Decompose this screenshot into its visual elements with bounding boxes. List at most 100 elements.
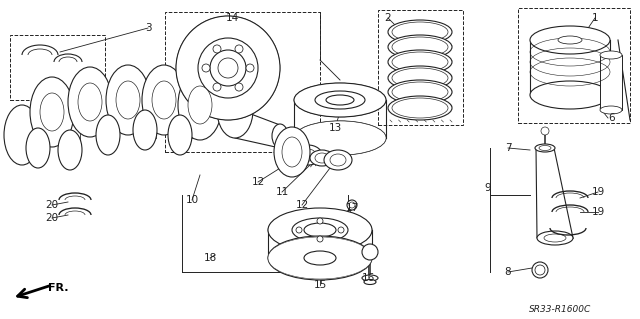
Ellipse shape xyxy=(285,216,355,244)
Text: 19: 19 xyxy=(591,187,605,197)
Ellipse shape xyxy=(282,137,302,167)
Text: 10: 10 xyxy=(186,195,198,205)
Circle shape xyxy=(186,26,270,110)
Ellipse shape xyxy=(142,65,186,135)
Text: 11: 11 xyxy=(275,187,289,197)
Circle shape xyxy=(213,83,221,91)
Ellipse shape xyxy=(392,98,448,118)
Circle shape xyxy=(202,64,210,72)
Ellipse shape xyxy=(116,81,140,119)
Ellipse shape xyxy=(133,110,157,150)
Ellipse shape xyxy=(217,82,253,138)
Circle shape xyxy=(213,45,221,53)
Ellipse shape xyxy=(296,122,383,154)
Ellipse shape xyxy=(392,82,448,102)
Ellipse shape xyxy=(296,84,383,116)
Ellipse shape xyxy=(313,90,367,110)
Bar xyxy=(518,8,630,123)
Polygon shape xyxy=(98,100,118,140)
Ellipse shape xyxy=(304,223,336,237)
Ellipse shape xyxy=(287,217,353,243)
Bar xyxy=(10,35,105,100)
Text: SR33-R1600C: SR33-R1600C xyxy=(529,306,591,315)
Ellipse shape xyxy=(306,125,374,151)
Ellipse shape xyxy=(284,243,356,273)
Ellipse shape xyxy=(388,35,452,59)
Circle shape xyxy=(210,50,246,86)
Ellipse shape xyxy=(294,145,322,165)
Ellipse shape xyxy=(275,211,365,249)
Ellipse shape xyxy=(26,128,50,168)
Ellipse shape xyxy=(600,106,622,114)
Ellipse shape xyxy=(268,237,372,279)
Ellipse shape xyxy=(310,89,370,111)
Circle shape xyxy=(541,127,549,135)
Ellipse shape xyxy=(388,66,452,90)
Circle shape xyxy=(196,36,260,100)
Text: 20: 20 xyxy=(45,213,59,223)
Ellipse shape xyxy=(530,26,610,54)
Circle shape xyxy=(192,32,264,104)
Ellipse shape xyxy=(303,87,377,113)
Circle shape xyxy=(235,45,243,53)
Ellipse shape xyxy=(388,96,452,120)
Circle shape xyxy=(198,38,258,98)
Ellipse shape xyxy=(292,219,348,241)
Ellipse shape xyxy=(535,144,555,152)
Text: 1: 1 xyxy=(592,13,598,23)
Ellipse shape xyxy=(364,279,376,285)
Ellipse shape xyxy=(308,126,372,150)
Ellipse shape xyxy=(40,93,64,131)
Text: 19: 19 xyxy=(591,207,605,217)
Ellipse shape xyxy=(392,52,448,72)
Bar xyxy=(600,55,622,110)
Circle shape xyxy=(317,218,323,224)
Circle shape xyxy=(349,202,355,208)
Ellipse shape xyxy=(168,115,192,155)
Ellipse shape xyxy=(299,85,381,115)
Circle shape xyxy=(246,64,254,72)
Polygon shape xyxy=(536,148,573,238)
Ellipse shape xyxy=(273,210,367,250)
Ellipse shape xyxy=(78,83,102,121)
Ellipse shape xyxy=(276,240,364,276)
Circle shape xyxy=(182,22,274,114)
Ellipse shape xyxy=(326,95,354,105)
Ellipse shape xyxy=(270,210,370,250)
Ellipse shape xyxy=(294,83,386,117)
Text: 7: 7 xyxy=(505,143,511,153)
Ellipse shape xyxy=(294,121,386,155)
Polygon shape xyxy=(136,98,156,138)
Ellipse shape xyxy=(268,236,372,280)
Ellipse shape xyxy=(306,87,374,113)
Text: 14: 14 xyxy=(225,13,239,23)
Polygon shape xyxy=(30,115,44,160)
Text: 2: 2 xyxy=(385,13,391,23)
Bar xyxy=(378,10,463,125)
Ellipse shape xyxy=(315,91,365,109)
Ellipse shape xyxy=(270,238,370,278)
Ellipse shape xyxy=(308,88,372,112)
Ellipse shape xyxy=(310,150,334,166)
Bar xyxy=(165,12,320,152)
Ellipse shape xyxy=(315,91,365,109)
Ellipse shape xyxy=(294,121,386,155)
Polygon shape xyxy=(62,105,80,155)
Circle shape xyxy=(190,30,266,106)
Ellipse shape xyxy=(315,129,365,147)
Circle shape xyxy=(317,236,323,242)
Ellipse shape xyxy=(324,150,352,170)
Ellipse shape xyxy=(301,86,379,114)
Ellipse shape xyxy=(292,218,348,242)
Ellipse shape xyxy=(362,275,378,281)
Ellipse shape xyxy=(4,105,40,165)
Ellipse shape xyxy=(392,68,448,88)
Text: 8: 8 xyxy=(505,267,511,277)
Circle shape xyxy=(338,227,344,233)
Text: 20: 20 xyxy=(45,200,59,210)
Ellipse shape xyxy=(544,234,566,242)
Ellipse shape xyxy=(530,81,610,109)
Circle shape xyxy=(235,83,243,91)
Circle shape xyxy=(347,200,357,210)
Text: 17: 17 xyxy=(346,203,358,213)
